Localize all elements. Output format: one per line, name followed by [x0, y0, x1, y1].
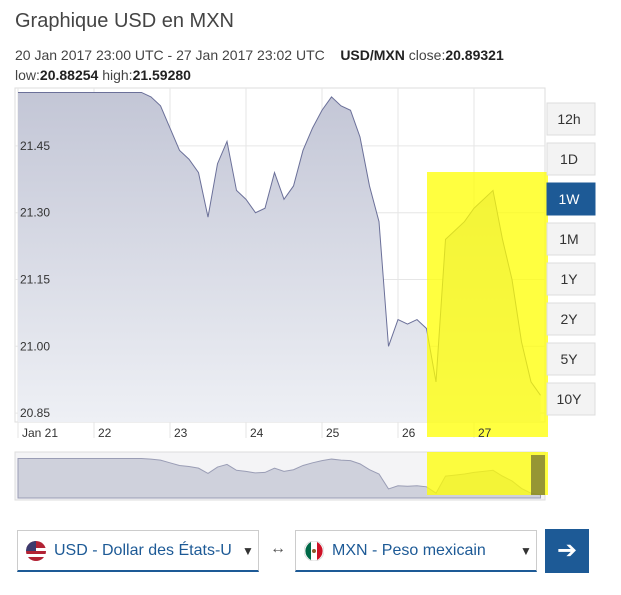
to-select[interactable]: MXN - Peso mexicain ▼	[295, 530, 537, 572]
range-button[interactable]	[546, 342, 596, 376]
range-button[interactable]	[546, 182, 596, 216]
range-label: 12h	[557, 111, 580, 127]
y-tick-label: 21.30	[20, 206, 50, 220]
pair: USD/MXN	[340, 47, 405, 63]
range: 20 Jan 2017 23:00 UTC - 27 Jan 2017 23:0…	[15, 47, 325, 63]
close-label: close:	[408, 47, 446, 63]
x-tick-label: 22	[98, 426, 112, 440]
x-tick-label: 25	[326, 426, 340, 440]
y-tick-label: 20.85	[20, 406, 50, 420]
flag-mx	[304, 541, 324, 561]
range-label: 1W	[559, 191, 581, 207]
area	[18, 92, 541, 422]
range-button[interactable]	[546, 302, 596, 336]
x-tick-label: 24	[250, 426, 264, 440]
from-select[interactable]: USD - Dollar des États-U ▼	[17, 530, 259, 572]
x-tick-label: 27	[478, 426, 492, 440]
x-tick-label: Jan 21	[22, 426, 58, 440]
x-tick-label: 26	[402, 426, 416, 440]
from-currency: USD - Dollar des États-U	[54, 542, 232, 559]
flag-us	[26, 541, 46, 561]
info-line: 20 Jan 2017 23:00 UTC - 27 Jan 2017 23:0…	[15, 47, 504, 63]
range-button[interactable]	[546, 262, 596, 296]
y-tick-label: 21.45	[20, 139, 50, 153]
swap[interactable]: ↔	[270, 540, 286, 557]
range-button[interactable]	[546, 382, 596, 416]
high-label: high:	[102, 67, 133, 83]
low: 20.88254	[39, 67, 99, 83]
range-button[interactable]	[546, 222, 596, 256]
close: 20.89321	[445, 47, 504, 63]
navigator-handle[interactable]	[531, 455, 545, 495]
x-tick-label: 23	[174, 426, 188, 440]
range-button[interactable]	[546, 102, 596, 136]
y-tick-label: 21.00	[20, 339, 50, 353]
title: Graphique USD en MXN	[15, 10, 234, 32]
to-currency: MXN - Peso mexicain	[332, 542, 486, 559]
highlight	[427, 172, 548, 437]
range-button[interactable]	[546, 142, 596, 176]
range-label: 1D	[560, 151, 578, 167]
convert-button[interactable]: ➔	[545, 529, 589, 573]
range-label: 1Y	[560, 271, 578, 287]
high: 21.59280	[132, 67, 191, 83]
info-line: low:20.88254 high:21.59280	[15, 67, 191, 83]
low-label: low:	[15, 67, 40, 83]
range-label: 10Y	[557, 391, 583, 407]
chart: 12h 1D 1W 1M 1Y 2Y 5Y 10Y 20.85 21.00 21.15 21.30 2…	[14, 87, 596, 501]
range-label: 2Y	[560, 311, 578, 327]
highlight	[427, 452, 548, 495]
range-label: 1M	[559, 231, 578, 247]
y-tick-label: 21.15	[20, 272, 50, 286]
range-label: 5Y	[560, 351, 578, 367]
